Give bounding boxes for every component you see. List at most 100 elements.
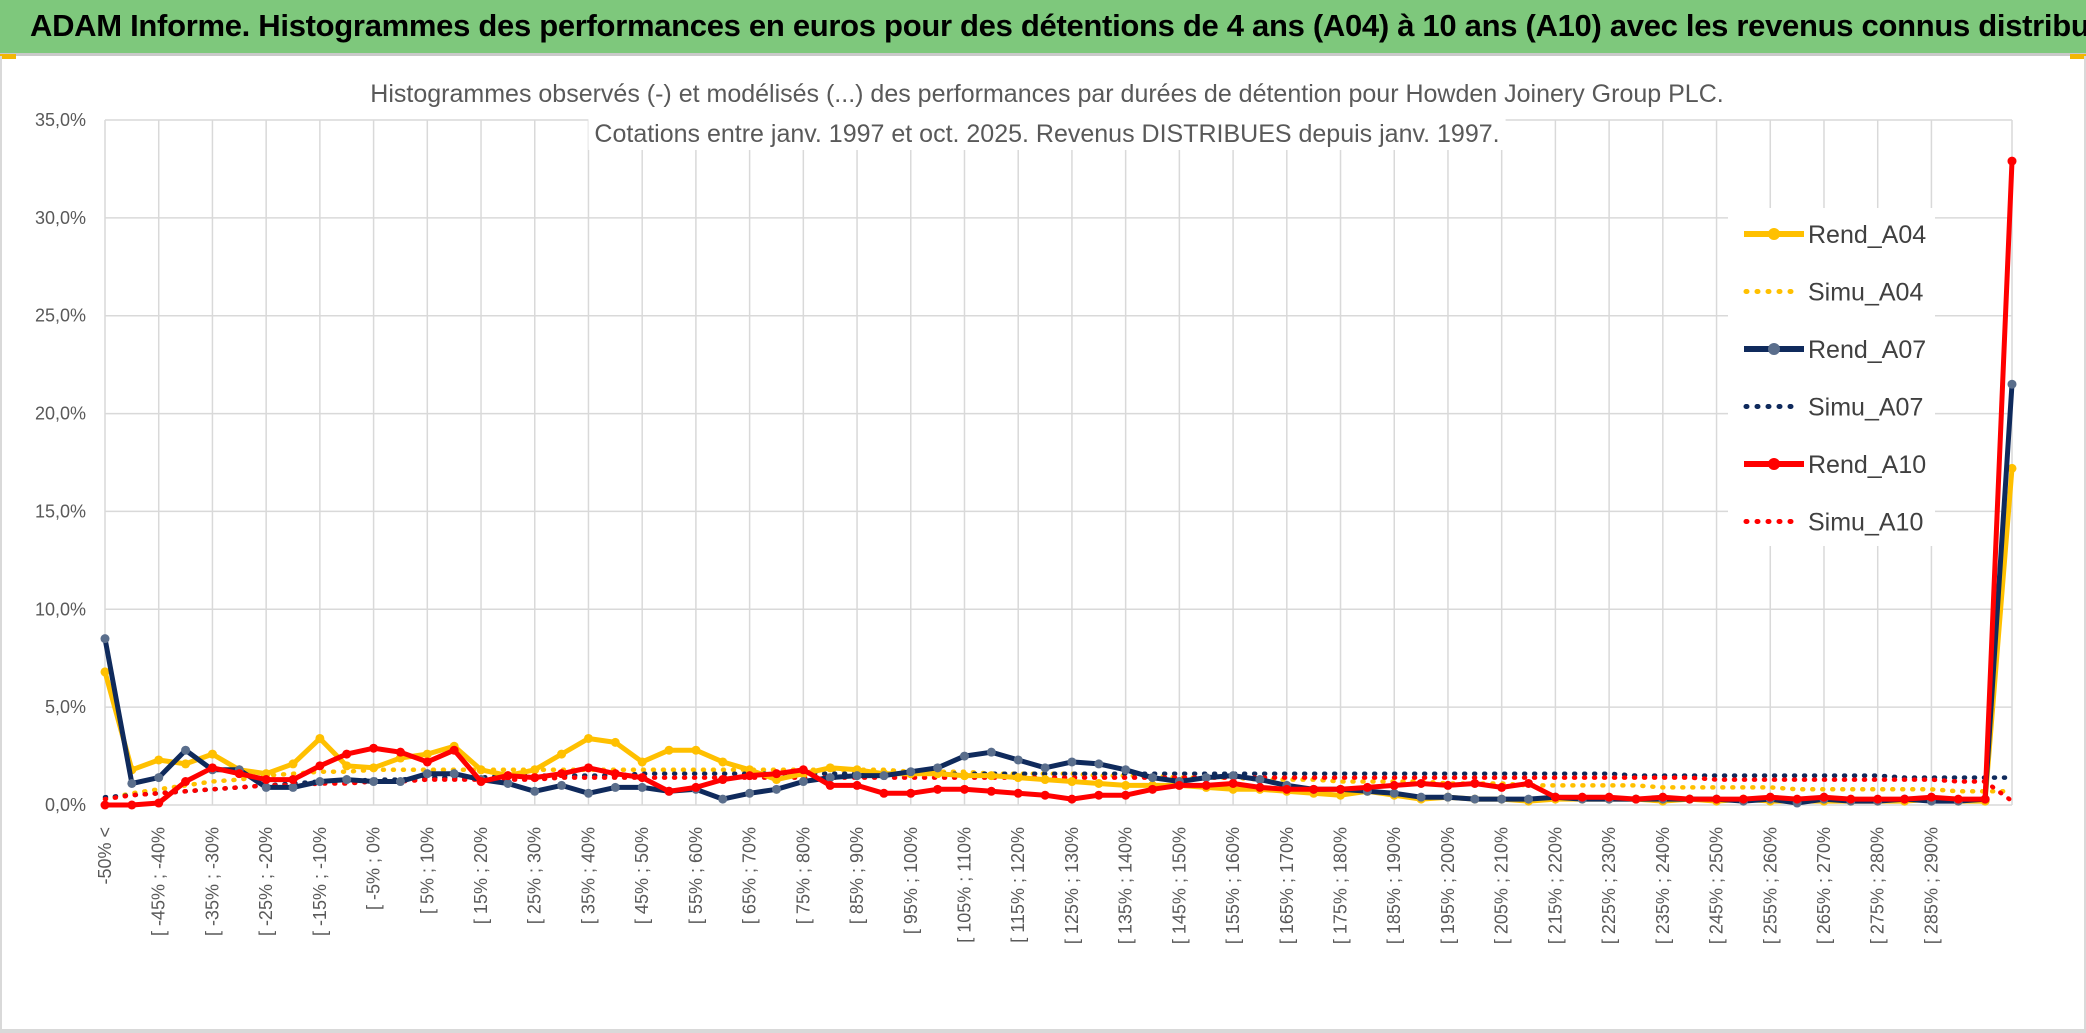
data-point (1013, 773, 1023, 783)
data-point (2007, 156, 2017, 166)
data-point (1067, 794, 1077, 804)
x-tick-label: [ 125% ; 130% (1062, 827, 1082, 944)
x-tick-label: [ 155% ; 160% (1223, 827, 1243, 944)
data-point (2007, 463, 2017, 473)
x-axis: -50% < [ -45% ; -40% [ -35% ; -30% [ -25% ;… (95, 827, 1941, 944)
y-tick-label: 20,0% (35, 404, 86, 424)
data-point (852, 780, 862, 790)
x-tick-label: -50% < (95, 827, 115, 885)
data-point (986, 771, 996, 781)
data-point (422, 749, 432, 759)
data-point (1900, 794, 1910, 804)
legend-item-Simu_A07: Simu_A07 (1743, 394, 1923, 422)
x-tick-label: [ 95% ; 100% (901, 827, 921, 934)
data-point (1550, 792, 1560, 802)
data-point (1443, 792, 1453, 802)
legend-label: Simu_A10 (1808, 509, 1923, 537)
chart-title-line: Cotations entre janv. 1997 et oct. 2025.… (594, 120, 1499, 148)
series-line (102, 767, 2015, 802)
series-area (100, 156, 2017, 810)
data-point (1765, 792, 1775, 802)
data-point (127, 778, 137, 788)
legend-bg (1728, 208, 1935, 546)
x-tick-label: [ 215% ; 220% (1545, 827, 1565, 944)
data-point (342, 749, 352, 759)
data-point (583, 763, 593, 773)
data-point (1094, 778, 1104, 788)
x-tick-label: [ 15% ; 20% (471, 827, 491, 924)
data-point (906, 788, 916, 798)
data-point (664, 745, 674, 755)
data-point (557, 749, 567, 759)
x-tick-label: [ 45% ; 50% (632, 827, 652, 924)
data-point (637, 782, 647, 792)
x-tick-label: [ 235% ; 240% (1653, 827, 1673, 944)
page-title: ADAM Informe. Histogrammes des performan… (30, 8, 2086, 43)
data-point (1282, 784, 1292, 794)
data-point (288, 759, 298, 769)
data-point (825, 763, 835, 773)
series-line (105, 160, 2015, 808)
data-point (261, 775, 271, 785)
data-point (986, 747, 996, 757)
legend-label: Simu_A07 (1808, 394, 1923, 422)
data-point (1980, 794, 1990, 804)
x-tick-label: [ 285% ; 290% (1921, 827, 1941, 944)
y-axis: 0,0% 5,0% 10,0% 15,0% 20,0% 25,0% 30,0% 35,0% (35, 110, 86, 815)
data-point (315, 761, 325, 771)
x-tick-label: [ 165% ; 170% (1277, 827, 1297, 944)
data-point (503, 771, 513, 781)
data-point (798, 765, 808, 775)
x-tick-label: [ 195% ; 200% (1438, 827, 1458, 944)
legend-marker (1768, 343, 1780, 355)
data-point (1040, 763, 1050, 773)
legend-item-Simu_A10: Simu_A10 (1743, 509, 1923, 537)
chart-frame (0, 56, 2086, 1033)
data-point (369, 743, 379, 753)
data-point (395, 747, 405, 757)
data-point (933, 784, 943, 794)
data-point (342, 775, 352, 785)
legend-item-Rend_A04: Rend_A04 (1744, 221, 1926, 249)
data-point (718, 757, 728, 767)
y-tick-label: 25,0% (35, 306, 86, 326)
data-point (1738, 794, 1748, 804)
data-point (1604, 792, 1614, 802)
series-Simu_A07 (102, 771, 2015, 800)
x-tick-label: [ -35% ; -30% (202, 827, 222, 936)
data-point (1631, 794, 1641, 804)
data-point (1255, 782, 1265, 792)
x-tick-label: [ 115% ; 120% (1008, 827, 1028, 943)
x-tick-label: [ -25% ; -20% (256, 827, 276, 936)
data-point (1148, 773, 1158, 783)
series-line (102, 384, 2015, 806)
data-point (745, 771, 755, 781)
data-point (1336, 784, 1346, 794)
x-tick-label: [ 255% ; 260% (1760, 827, 1780, 944)
legend-label: Rend_A10 (1808, 451, 1926, 479)
data-point (315, 777, 325, 787)
x-tick-label: [ 55% ; 60% (686, 827, 706, 924)
x-tick-label: [ 185% ; 190% (1384, 827, 1404, 944)
data-point (530, 773, 540, 783)
series-Simu_A10 (102, 775, 2015, 804)
data-point (476, 777, 486, 787)
data-point (1148, 784, 1158, 794)
legend-label: Rend_A07 (1808, 336, 1926, 364)
header-banner: ADAM Informe. Histogrammes des performan… (0, 0, 2086, 56)
data-point (825, 780, 835, 790)
data-point (1819, 792, 1829, 802)
x-tick-label: [ 105% ; 110% (954, 827, 974, 943)
data-point (1174, 780, 1184, 790)
data-point (852, 771, 862, 781)
x-tick-label: [ 25% ; 30% (525, 827, 545, 924)
chart-title: Histogrammes observés (-) et modélisés (… (364, 76, 1730, 150)
x-tick-label: [ 175% ; 180% (1331, 827, 1351, 944)
x-tick-label: [ -5% ; 0% (364, 827, 384, 910)
data-point (557, 769, 567, 779)
data-point (745, 788, 755, 798)
data-point (315, 733, 325, 743)
legend-item-Rend_A07: Rend_A07 (1744, 336, 1926, 364)
data-point (1040, 790, 1050, 800)
data-point (1201, 780, 1211, 790)
